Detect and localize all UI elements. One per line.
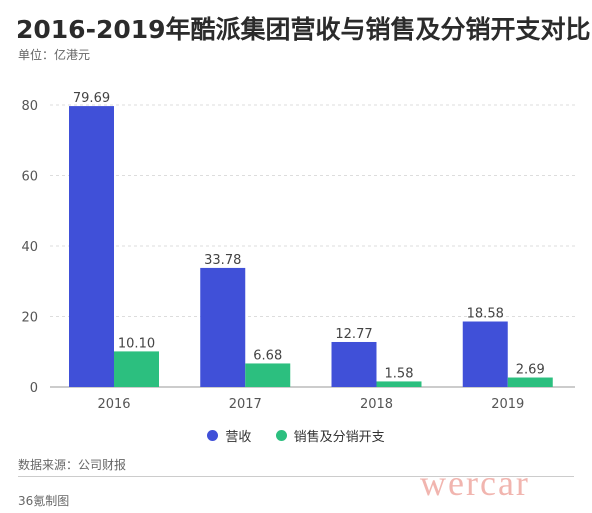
bar-sales-expense [507,377,553,387]
bar-revenue [462,321,508,387]
unit-label: 单位：亿港元 [18,48,91,62]
bar-revenue [200,267,246,387]
legend-item-revenue: 营收 [207,426,251,445]
legend: 营收 销售及分销开支 [0,426,592,445]
watermark: wercar [420,463,530,503]
data-label: 33.78 [204,253,241,268]
x-tick-label: 2016 [97,397,130,412]
bar-sales-expense [376,381,422,387]
data-label: 1.58 [385,366,414,381]
bar-revenue [331,341,377,387]
legend-label-revenue: 营收 [225,430,252,445]
data-label: 18.58 [467,307,504,322]
y-tick-label: 40 [21,240,38,255]
data-label: 10.10 [118,336,155,351]
x-tick-label: 2019 [491,397,524,412]
legend-swatch-sales-expense [275,430,287,441]
legend-item-sales-expense: 销售及分销开支 [275,426,385,445]
data-label: 6.68 [253,348,282,363]
data-source: 数据来源：公司财报 [18,458,127,472]
x-tick-label: 2018 [360,397,393,412]
y-tick-label: 80 [21,99,38,114]
chart-title: 2016-2019年酷派集团营收与销售及分销开支对比 [16,15,591,44]
y-tick-label: 60 [21,170,38,185]
y-tick-label: 0 [30,381,38,396]
x-tick-label: 2017 [229,397,262,412]
data-label: 79.69 [73,91,110,106]
data-label: 12.77 [335,327,372,342]
divider [18,476,574,477]
credit: 36氪制图 [18,494,70,508]
bar-chart: 0 20 40 60 80 79.69 10.10 2016 33.78 6.68 2017 12.7… [21,91,575,412]
legend-label-sales-expense: 销售及分销开支 [293,430,385,445]
y-tick-label: 20 [21,311,38,326]
legend-swatch-revenue [207,430,219,441]
bar-sales-expense [245,363,291,387]
data-label: 2.69 [516,363,545,378]
bar-sales-expense [114,351,159,387]
bar-revenue [69,106,114,388]
